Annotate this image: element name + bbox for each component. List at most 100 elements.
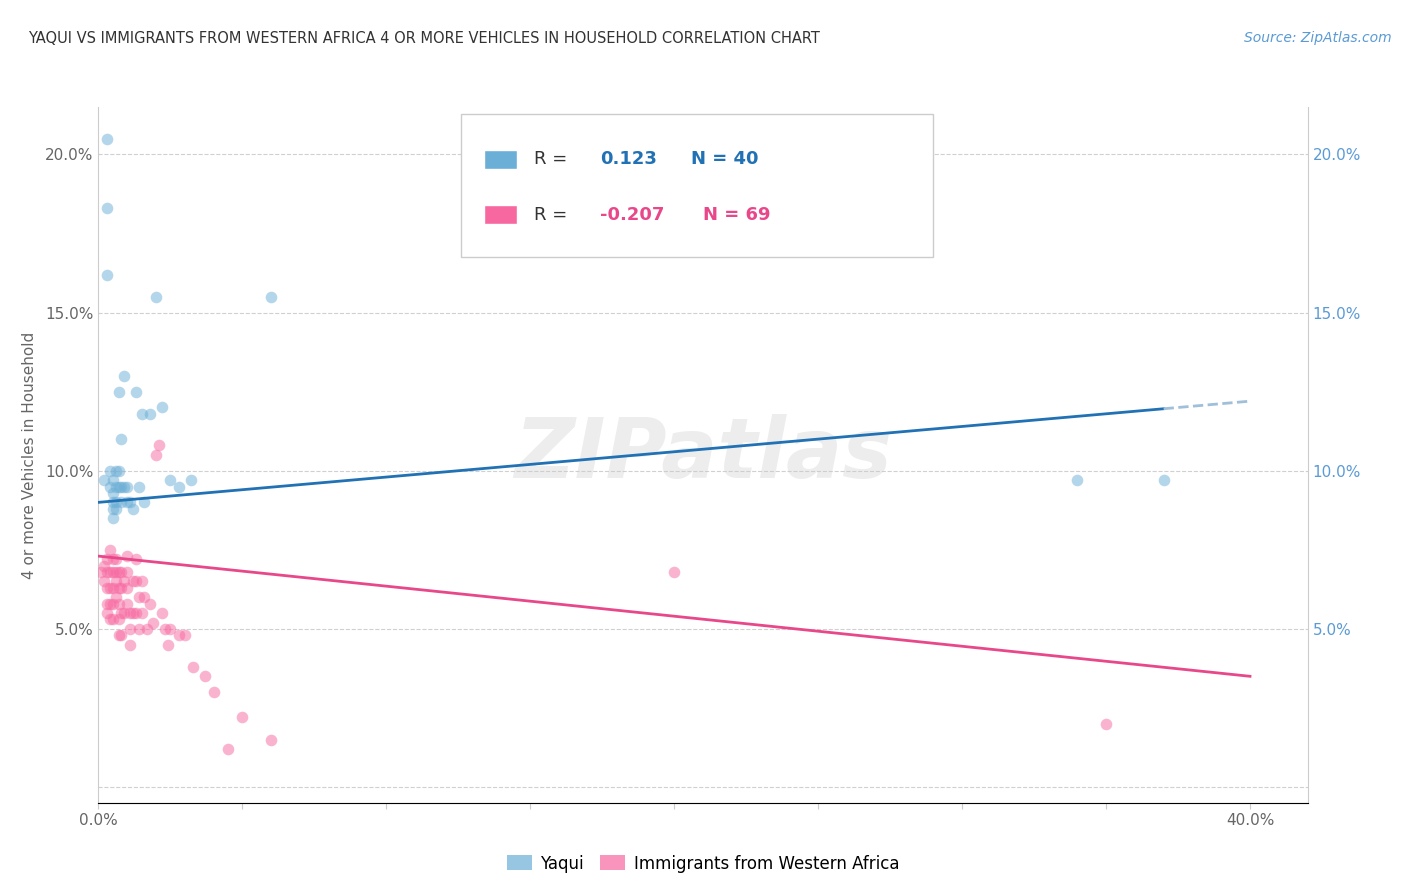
Point bbox=[167, 479, 190, 493]
Text: ZIPatlas: ZIPatlas bbox=[515, 415, 891, 495]
Point bbox=[101, 581, 124, 595]
Point bbox=[125, 384, 148, 399]
Legend: Yaqui, Immigrants from Western Africa: Yaqui, Immigrants from Western Africa bbox=[501, 848, 905, 880]
Point bbox=[194, 669, 217, 683]
Point bbox=[107, 479, 129, 493]
Point bbox=[98, 542, 121, 557]
Point bbox=[115, 597, 138, 611]
Point bbox=[96, 606, 118, 620]
Point bbox=[101, 597, 124, 611]
Point bbox=[115, 479, 138, 493]
Point bbox=[110, 581, 132, 595]
Point bbox=[110, 432, 132, 446]
Point bbox=[112, 368, 135, 383]
Point bbox=[101, 473, 124, 487]
Point bbox=[93, 558, 115, 573]
Point bbox=[110, 628, 132, 642]
Point bbox=[110, 606, 132, 620]
Point bbox=[107, 612, 129, 626]
Point bbox=[128, 591, 150, 605]
Point bbox=[104, 574, 127, 589]
Point bbox=[110, 565, 132, 579]
Text: R =: R = bbox=[534, 206, 572, 224]
Point bbox=[101, 552, 124, 566]
Point bbox=[107, 581, 129, 595]
Point bbox=[96, 597, 118, 611]
Point bbox=[145, 448, 167, 462]
Text: 0.123: 0.123 bbox=[600, 150, 657, 169]
Point bbox=[120, 495, 142, 509]
Point bbox=[115, 495, 138, 509]
Point bbox=[107, 565, 129, 579]
Point bbox=[125, 552, 148, 566]
FancyBboxPatch shape bbox=[484, 150, 517, 169]
Text: Source: ZipAtlas.com: Source: ZipAtlas.com bbox=[1244, 31, 1392, 45]
Point bbox=[145, 290, 167, 304]
Point bbox=[260, 290, 283, 304]
Point bbox=[173, 628, 195, 642]
Point bbox=[142, 615, 165, 630]
Point bbox=[153, 622, 176, 636]
Point bbox=[96, 268, 118, 282]
Point bbox=[107, 628, 129, 642]
Point bbox=[131, 407, 153, 421]
Point bbox=[134, 495, 156, 509]
Point bbox=[98, 581, 121, 595]
Point bbox=[112, 479, 135, 493]
Point bbox=[104, 591, 127, 605]
Point bbox=[1153, 473, 1175, 487]
Point bbox=[122, 574, 145, 589]
Point bbox=[159, 622, 181, 636]
Point bbox=[115, 565, 138, 579]
Point bbox=[104, 552, 127, 566]
Point bbox=[217, 742, 239, 756]
Point bbox=[202, 685, 225, 699]
Point bbox=[101, 486, 124, 500]
Point bbox=[98, 464, 121, 478]
Point bbox=[93, 473, 115, 487]
Point bbox=[159, 473, 181, 487]
Point bbox=[107, 597, 129, 611]
Point bbox=[148, 438, 170, 452]
Point bbox=[98, 597, 121, 611]
Point bbox=[96, 552, 118, 566]
Text: N = 40: N = 40 bbox=[690, 150, 758, 169]
Point bbox=[112, 574, 135, 589]
Point bbox=[134, 591, 156, 605]
Point bbox=[128, 622, 150, 636]
Point bbox=[96, 581, 118, 595]
Point bbox=[136, 622, 159, 636]
Point bbox=[131, 606, 153, 620]
Point bbox=[104, 501, 127, 516]
Point bbox=[180, 473, 202, 487]
Point bbox=[110, 479, 132, 493]
Point bbox=[107, 384, 129, 399]
Point bbox=[110, 495, 132, 509]
Point bbox=[122, 606, 145, 620]
FancyBboxPatch shape bbox=[484, 205, 517, 224]
Point bbox=[104, 464, 127, 478]
Point bbox=[101, 511, 124, 525]
Point bbox=[98, 479, 121, 493]
Point bbox=[260, 732, 283, 747]
Point bbox=[96, 131, 118, 145]
Point bbox=[125, 574, 148, 589]
Point bbox=[112, 606, 135, 620]
Point bbox=[150, 606, 173, 620]
Text: N = 69: N = 69 bbox=[703, 206, 770, 224]
Point bbox=[139, 597, 162, 611]
Point bbox=[150, 401, 173, 415]
Point bbox=[98, 612, 121, 626]
Point bbox=[120, 622, 142, 636]
Point bbox=[104, 495, 127, 509]
Point bbox=[120, 606, 142, 620]
Point bbox=[139, 407, 162, 421]
Point bbox=[101, 612, 124, 626]
Point bbox=[131, 574, 153, 589]
Point bbox=[122, 501, 145, 516]
Point bbox=[115, 549, 138, 563]
Point bbox=[104, 479, 127, 493]
Text: R =: R = bbox=[534, 150, 572, 169]
Point bbox=[664, 565, 686, 579]
FancyBboxPatch shape bbox=[461, 114, 932, 257]
